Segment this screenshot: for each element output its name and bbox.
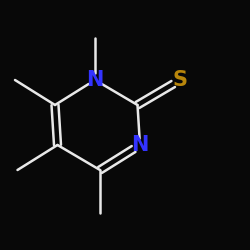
Text: N: N <box>131 135 149 155</box>
Text: N: N <box>86 70 104 90</box>
Text: S: S <box>172 70 188 90</box>
